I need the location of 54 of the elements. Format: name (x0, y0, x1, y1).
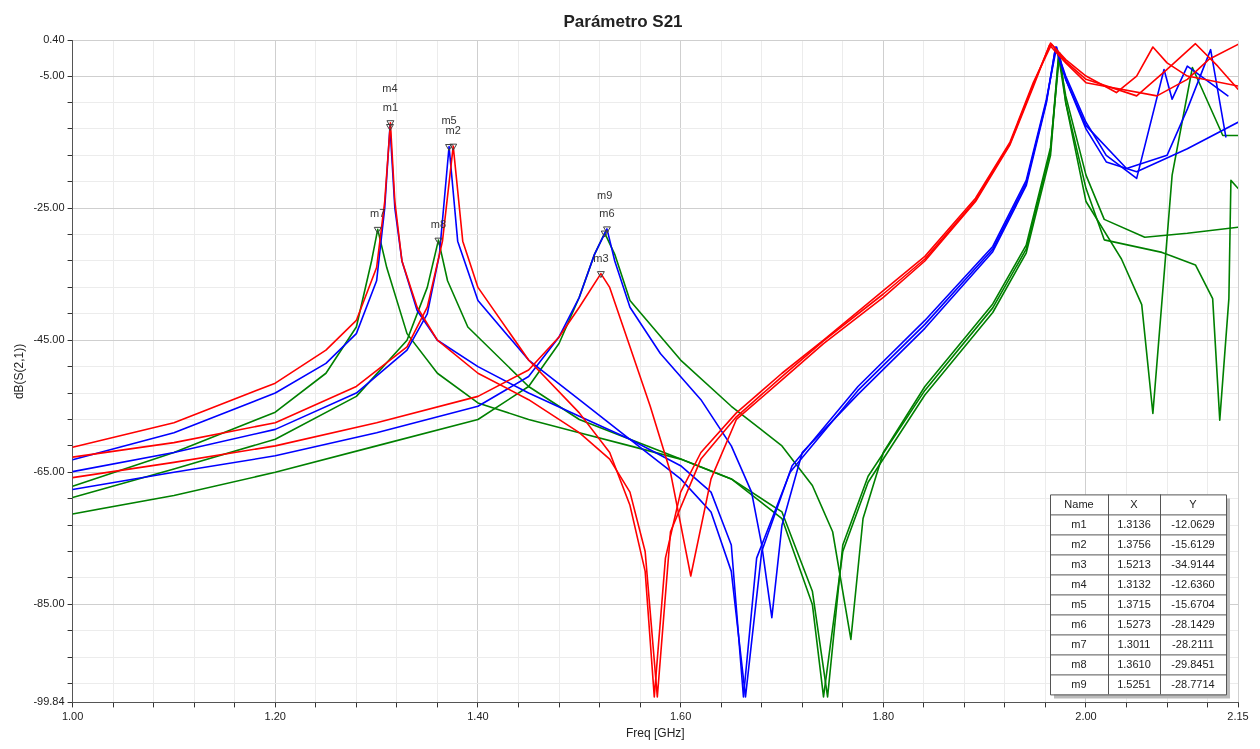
annotation: -12.0629 (1171, 518, 1215, 531)
annotation: m6 (1071, 618, 1087, 631)
annotation: Name (1064, 498, 1094, 511)
annotation: m6 (599, 206, 615, 219)
annotation: 1.3132 (1117, 578, 1151, 591)
annotation: -15.6704 (1171, 598, 1215, 611)
annotation: 1.3011 (1117, 638, 1151, 651)
x-tick-label: 1.40 (467, 710, 489, 723)
x-tick-label: 1.00 (61, 710, 84, 723)
annotation: m9 (1071, 678, 1087, 691)
annotation: 1.5273 (1117, 618, 1151, 631)
annotation: m2 (445, 124, 461, 137)
annotation: 1.5213 (1117, 558, 1151, 571)
annotation: -28.7714 (1171, 678, 1215, 691)
annotation: 1.5251 (1117, 678, 1151, 691)
annotation: X (1130, 498, 1139, 511)
annotation: 1.3715 (1117, 598, 1151, 611)
annotation: m1 (382, 100, 399, 113)
x-tick-label: 2.00 (1075, 710, 1097, 723)
annotation: -28.1429 (1171, 618, 1215, 631)
annotation: Y (1189, 498, 1198, 511)
annotation: -29.8451 (1171, 658, 1215, 671)
y-tick-label: 0.40 (43, 33, 65, 46)
chart-title: Parámetro S21 (563, 11, 683, 31)
annotation: m4 (382, 82, 398, 95)
y-tick-label: -99.84 (33, 695, 65, 708)
annotation: 1.3136 (1117, 518, 1151, 531)
annotation: m9 (597, 189, 613, 202)
annotation: m1 (1071, 518, 1087, 531)
annotation: 1.3756 (1117, 538, 1151, 551)
y-tick-label: -85.00 (33, 597, 65, 610)
x-axis-title: Freq [GHz] (625, 726, 685, 741)
y-tick-label: -25.00 (33, 201, 65, 214)
annotation: -34.9144 (1171, 558, 1215, 571)
annotation: m2 (1071, 538, 1087, 551)
annotation: m8 (1071, 658, 1087, 671)
annotation: m3 (1071, 558, 1087, 571)
y-tick-label: -45.00 (33, 333, 65, 346)
y-axis-title: dB(S(2,1)) (11, 343, 26, 400)
annotation: -28.2111 (1172, 638, 1214, 651)
x-tick-label: 1.80 (872, 710, 895, 723)
annotation: m5 (441, 113, 457, 126)
annotation: 1.3610 (1117, 658, 1151, 671)
annotation: m7 (1071, 638, 1087, 651)
x-tick-label: 1.20 (264, 710, 286, 723)
annotation: m4 (1071, 578, 1087, 591)
y-tick-label: -5.00 (39, 69, 65, 82)
annotation: m5 (1071, 598, 1087, 611)
x-tick-label: 2.15 (1227, 710, 1249, 723)
y-tick-label: -65.00 (33, 465, 65, 478)
x-tick-label: 1.60 (669, 710, 692, 723)
annotation: m3 (593, 251, 609, 264)
annotation: -12.6360 (1171, 578, 1215, 591)
annotation: -15.6129 (1171, 538, 1215, 551)
